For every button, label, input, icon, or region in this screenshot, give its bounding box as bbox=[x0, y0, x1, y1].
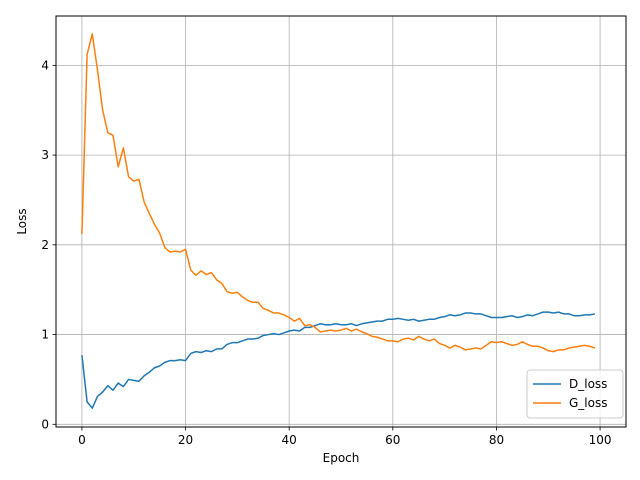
x-tick-label: 40 bbox=[282, 433, 297, 447]
x-tick-label: 0 bbox=[78, 433, 86, 447]
x-tick-label: 60 bbox=[385, 433, 400, 447]
legend-label-g-loss: G_loss bbox=[569, 396, 607, 410]
y-tick-label: 4 bbox=[41, 58, 49, 72]
x-axis-ticks: 0 20 40 60 80 100 bbox=[78, 427, 612, 447]
y-axis-ticks: 0 1 2 3 4 bbox=[41, 58, 56, 431]
y-tick-label: 0 bbox=[41, 417, 49, 431]
y-tick-label: 1 bbox=[41, 328, 49, 342]
x-tick-label: 80 bbox=[489, 433, 504, 447]
y-tick-label: 3 bbox=[41, 148, 49, 162]
x-axis-label: Epoch bbox=[323, 451, 360, 465]
series-line-d-loss bbox=[81, 311, 596, 409]
legend: D_loss G_loss bbox=[526, 369, 624, 419]
plot-frame bbox=[55, 15, 627, 428]
legend-box bbox=[526, 369, 624, 419]
y-axis-label: Loss bbox=[15, 208, 29, 234]
grid bbox=[56, 16, 626, 427]
x-tick-label: 100 bbox=[589, 433, 612, 447]
y-tick-label: 2 bbox=[41, 238, 49, 252]
legend-label-d-loss: D_loss bbox=[569, 377, 607, 391]
series-line-g-loss bbox=[81, 33, 596, 353]
series-lines bbox=[81, 33, 596, 409]
x-tick-label: 20 bbox=[178, 433, 193, 447]
